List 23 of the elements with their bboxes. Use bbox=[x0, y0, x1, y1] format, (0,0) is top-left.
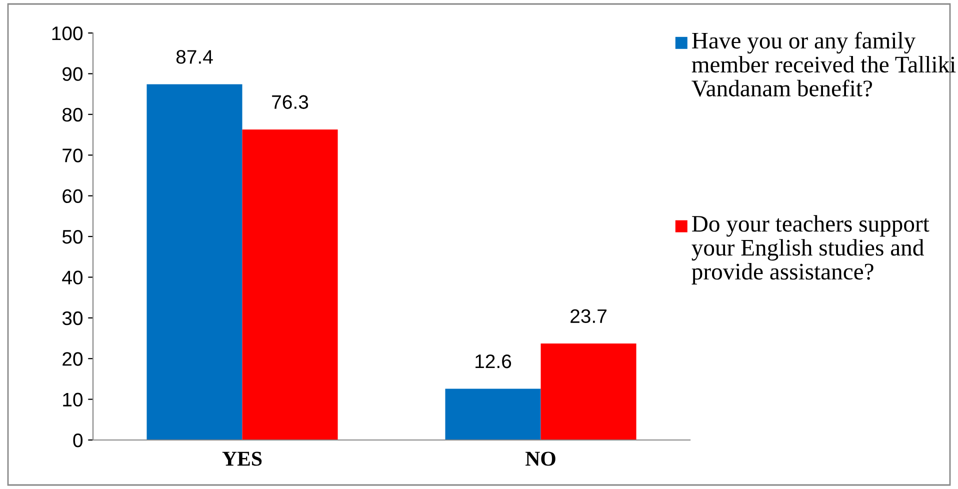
y-tick-label: 30 bbox=[62, 311, 83, 326]
legend-label: Have you or any family member received the Talliki Vandanam benefit? bbox=[692, 32, 956, 97]
x-tick-label: NO bbox=[526, 452, 556, 466]
y-tick-label: 70 bbox=[62, 148, 83, 162]
y-tick-label: 20 bbox=[62, 352, 83, 366]
bar bbox=[540, 344, 636, 440]
bar bbox=[146, 84, 242, 440]
y-tick-label: 50 bbox=[62, 230, 83, 244]
legend-label: Do your teachers support your English studies and provide assistance? bbox=[692, 215, 930, 284]
data-label: 87.4 bbox=[176, 50, 213, 64]
y-tick-label: 90 bbox=[62, 67, 83, 81]
y-tick-label: 100 bbox=[52, 26, 83, 40]
y-tick-label: 40 bbox=[62, 270, 83, 284]
y-tick-label: 80 bbox=[62, 108, 83, 122]
data-label: 12.6 bbox=[476, 354, 512, 368]
bar bbox=[445, 388, 541, 440]
data-label: 76.3 bbox=[272, 95, 308, 109]
y-tick-label: 0 bbox=[73, 433, 83, 448]
bar bbox=[242, 129, 338, 440]
y-tick-label: 10 bbox=[63, 392, 83, 407]
data-label: 23.7 bbox=[570, 309, 606, 324]
y-tick-label: 60 bbox=[62, 189, 83, 204]
x-tick-label: YES bbox=[222, 452, 262, 466]
